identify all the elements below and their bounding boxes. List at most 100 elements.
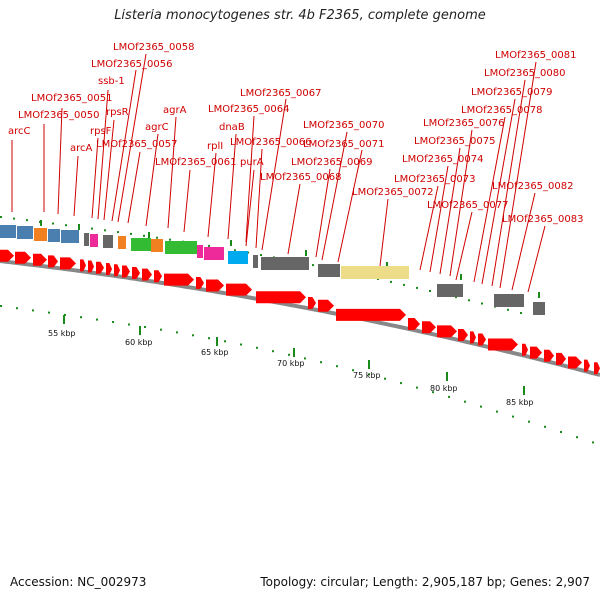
- label-leader-line: [315, 168, 331, 258]
- map-title: Listeria monocytogenes str. 4b F2365, co…: [114, 8, 486, 23]
- coordinate-dot: [260, 254, 262, 256]
- gene-arrow: [132, 267, 140, 279]
- gene-label: agrC: [145, 122, 169, 133]
- label-leader-line: [261, 98, 287, 251]
- feature-block: [0, 225, 16, 238]
- coordinate-dot: [192, 334, 194, 337]
- gene-arrow: [544, 349, 554, 362]
- label-leader-line: [227, 133, 237, 240]
- coordinate-dot: [400, 382, 402, 385]
- gene-label: LMOf2365_0080: [484, 68, 566, 79]
- major-tick: [63, 315, 65, 324]
- minor-tick: [386, 262, 388, 268]
- label-leader-line: [455, 211, 473, 281]
- coordinate-dot: [240, 343, 242, 346]
- feature-block: [90, 234, 98, 247]
- gene-label: LMOf2365_0058: [113, 42, 195, 53]
- gene-arrow: [196, 277, 204, 289]
- feature-block: [151, 239, 163, 252]
- coordinate-dot: [128, 323, 130, 326]
- gene-arrow: [556, 352, 566, 365]
- gene-arrow: [530, 346, 542, 359]
- coordinate-dot: [464, 400, 466, 403]
- label-leader-line: [117, 53, 147, 223]
- gene-label: LMOf2365_0076: [423, 118, 505, 129]
- coordinate-dot: [448, 395, 450, 398]
- gene-label: LMOf2365_0073: [394, 174, 476, 185]
- coordinate-dot: [64, 313, 66, 316]
- label-leader-line: [337, 149, 363, 263]
- gene-label: agrA: [163, 105, 187, 116]
- coordinate-dot: [390, 280, 392, 283]
- label-leader-line: [183, 169, 191, 233]
- gene-label: rplI: [207, 141, 223, 152]
- gene-label: LMOf2365_0064: [208, 104, 290, 115]
- coordinate-dot: [176, 331, 178, 334]
- gene-label: LMOf2365_0056: [91, 59, 173, 70]
- gene-label: LMOf2365_0072: [352, 187, 434, 198]
- tick-label: 60 kbp: [125, 338, 153, 347]
- minor-tick: [40, 220, 42, 226]
- coordinate-dot: [512, 415, 514, 418]
- gene-arrow: [408, 318, 420, 330]
- coordinate-dot: [429, 290, 431, 292]
- gene-label: LMOf2365_0069: [291, 157, 373, 168]
- gene-arrow: [488, 338, 518, 351]
- feature-block: [103, 235, 113, 248]
- gene-label: arcC: [8, 126, 31, 137]
- coordinate-dot: [272, 350, 274, 353]
- gene-arrow: [458, 329, 468, 341]
- coordinate-dot: [416, 286, 418, 289]
- gene-label: LMOf2365_0070: [303, 120, 385, 131]
- label-leader-line: [473, 116, 506, 283]
- major-tick: [523, 386, 525, 395]
- gene-arrow: [114, 264, 120, 277]
- label-leader-line: [527, 225, 546, 293]
- major-tick: [293, 348, 295, 357]
- tick-label: 85 kbp: [506, 398, 534, 407]
- label-leader-line: [491, 79, 526, 287]
- coordinate-dot: [26, 219, 28, 222]
- gene-label: LMOf2365_0051: [31, 93, 113, 104]
- major-tick: [139, 326, 141, 335]
- gene-arrow: [33, 253, 47, 266]
- tick-label: 65 kbp: [201, 348, 229, 357]
- coordinate-dot: [13, 217, 15, 220]
- label-leader-line: [511, 192, 536, 291]
- coordinate-dot: [160, 328, 162, 331]
- coordinate-dot: [507, 308, 509, 311]
- gene-arrow: [0, 249, 14, 262]
- label-leader-line: [167, 116, 177, 229]
- coordinate-dot: [481, 302, 483, 305]
- gene-arrow: [470, 331, 476, 344]
- gene-arrow: [256, 291, 306, 304]
- gene-label: LMOf2365_0077: [427, 200, 509, 211]
- coordinate-dot: [528, 420, 530, 423]
- feature-block: [533, 302, 545, 315]
- label-leader-line: [287, 183, 301, 255]
- coordinate-dot: [288, 353, 290, 356]
- feature-blocks: [0, 225, 545, 315]
- gene-label: LMOf2365_0075: [414, 136, 496, 147]
- gene-arrow: [15, 251, 31, 264]
- coordinate-dot: [224, 340, 226, 343]
- coordinate-dot: [130, 232, 132, 235]
- gene-arrow: [164, 273, 194, 286]
- label-leader-line: [321, 131, 348, 261]
- coordinate-dot: [520, 312, 522, 314]
- coordinate-dot: [312, 264, 314, 267]
- coordinate-dot: [496, 410, 498, 413]
- coordinate-dot: [32, 309, 34, 312]
- feature-block: [34, 228, 47, 241]
- coordinate-dot: [432, 391, 434, 394]
- gene-label: LMOf2365_0071: [303, 139, 385, 150]
- gene-arrow: [48, 255, 58, 268]
- coordinate-dot: [480, 405, 482, 408]
- label-leader-line: [97, 89, 109, 220]
- backbone: [0, 259, 600, 377]
- label-leader-line: [127, 151, 141, 224]
- gene-label: LMOf2365_0068: [260, 172, 342, 183]
- tick-label: 70 kbp: [277, 359, 305, 368]
- feature-block: [318, 264, 340, 277]
- feature-block: [131, 238, 151, 251]
